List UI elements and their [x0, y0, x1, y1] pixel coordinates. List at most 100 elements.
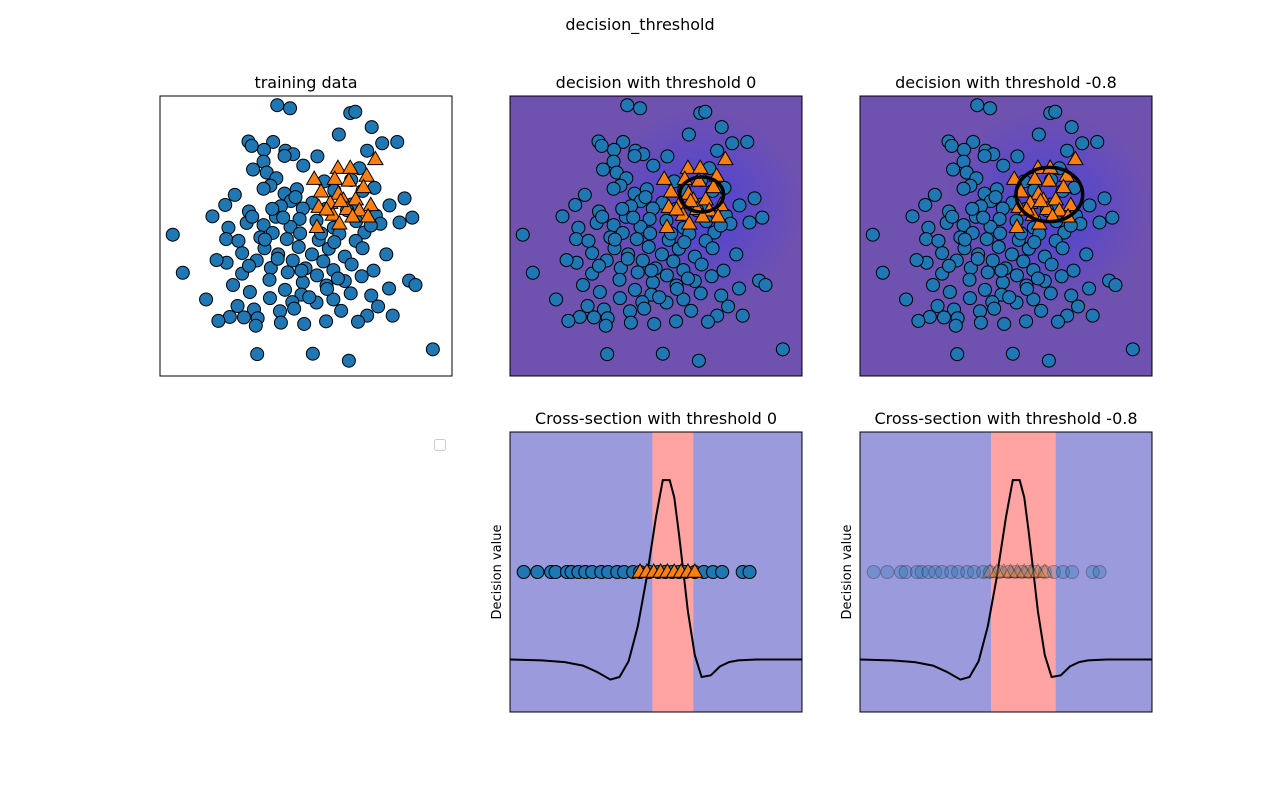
- class1-point: [1066, 150, 1084, 166]
- class0-point: [581, 233, 596, 248]
- class0-point: [227, 187, 242, 202]
- class0-point: [1064, 120, 1079, 135]
- class0-point: [283, 101, 298, 116]
- class0-point: [371, 299, 386, 314]
- class0-point: [655, 346, 670, 361]
- class0-point: [742, 215, 757, 230]
- class0-point: [965, 201, 980, 216]
- axes-frame-cross08: [859, 431, 1153, 713]
- class0-point: [1054, 269, 1069, 284]
- class1-point: [1005, 170, 1023, 185]
- class1-point: [340, 171, 358, 187]
- class0-point: [591, 258, 606, 273]
- class0-point: [408, 278, 423, 292]
- class0-point: [516, 565, 531, 579]
- class1-point: [332, 192, 350, 208]
- class0-point: [1082, 281, 1097, 296]
- class0-point: [199, 292, 214, 307]
- class0-point: [241, 258, 256, 273]
- class0-point: [280, 265, 295, 280]
- class0-point: [296, 158, 311, 173]
- ylabel-cross08: Decision value: [840, 525, 855, 620]
- class0-point: [643, 226, 658, 241]
- class0-point: [246, 162, 261, 177]
- class0-point: [660, 149, 675, 164]
- class0-point: [646, 158, 661, 173]
- class0-point: [248, 318, 263, 333]
- class0-point: [962, 291, 977, 306]
- class0-point: [250, 347, 265, 362]
- class0-point: [331, 127, 346, 142]
- class1-point: [686, 562, 704, 578]
- class0-point: [1043, 286, 1058, 301]
- class0-point: [941, 258, 956, 273]
- class0-point: [375, 136, 390, 151]
- class0-point: [1071, 299, 1086, 314]
- class0-point: [914, 565, 929, 579]
- class0-point: [262, 272, 277, 287]
- axes-frame-training: [159, 95, 453, 377]
- class0-point: [568, 197, 583, 212]
- class0-point: [997, 316, 1012, 331]
- class0-point: [991, 239, 1006, 254]
- class0-point: [996, 158, 1011, 173]
- class0-point: [288, 190, 303, 205]
- class1-point: [312, 182, 330, 198]
- class1-point: [709, 207, 727, 223]
- class0-point: [276, 210, 291, 225]
- scatter-training: [165, 98, 440, 368]
- class0-point: [344, 257, 359, 272]
- class0-point: [918, 197, 933, 212]
- class0-point: [957, 142, 972, 157]
- class0-point: [928, 565, 943, 579]
- class1-point: [350, 201, 368, 217]
- class0-point: [330, 271, 345, 286]
- class0-point: [293, 226, 308, 241]
- class0-point: [951, 565, 966, 579]
- class0-point: [978, 282, 993, 297]
- class0-point: [515, 227, 530, 242]
- class0-point: [641, 239, 656, 254]
- class0-point: [1027, 235, 1042, 250]
- class0-point: [930, 299, 945, 313]
- class1-point: [362, 196, 380, 212]
- class0-point: [273, 315, 288, 330]
- scatter-cross08: [866, 562, 1107, 579]
- class0-point: [995, 275, 1010, 290]
- class1-point: [344, 207, 362, 223]
- class0-point: [530, 565, 545, 579]
- class0-point: [1044, 257, 1059, 272]
- class0-point: [926, 278, 940, 292]
- class0-point: [586, 310, 601, 325]
- class0-point: [616, 134, 631, 149]
- class0-point: [385, 308, 400, 323]
- class0-point: [942, 285, 957, 299]
- class0-point: [681, 127, 696, 142]
- class0-point: [633, 101, 648, 116]
- class0-point: [607, 142, 622, 157]
- class0-point: [985, 253, 1000, 268]
- panel-decision-threshold-0: decision with threshold 0: [509, 73, 803, 377]
- class0-point: [919, 232, 934, 247]
- class0-point: [580, 299, 595, 313]
- class0-point: [549, 292, 564, 307]
- class0-point: [598, 318, 613, 333]
- class1-point: [341, 159, 359, 174]
- class0-point: [866, 565, 881, 579]
- class0-point: [277, 148, 292, 163]
- class0-point: [970, 251, 985, 266]
- class0-point: [635, 253, 650, 268]
- class0-point: [710, 143, 725, 158]
- class1-point: [655, 170, 673, 185]
- class1-point: [1008, 562, 1026, 578]
- class0-point: [983, 101, 998, 116]
- class0-point: [577, 187, 592, 202]
- class0-point: [341, 353, 356, 368]
- class0-point: [701, 314, 716, 329]
- scatter-decision08: [865, 98, 1140, 368]
- class0-point: [379, 247, 394, 262]
- class0-point: [1125, 342, 1140, 357]
- class0-point: [316, 254, 331, 269]
- class1-point: [691, 159, 709, 174]
- panel-decision-threshold-0.8: decision with threshold -0.8: [859, 73, 1153, 377]
